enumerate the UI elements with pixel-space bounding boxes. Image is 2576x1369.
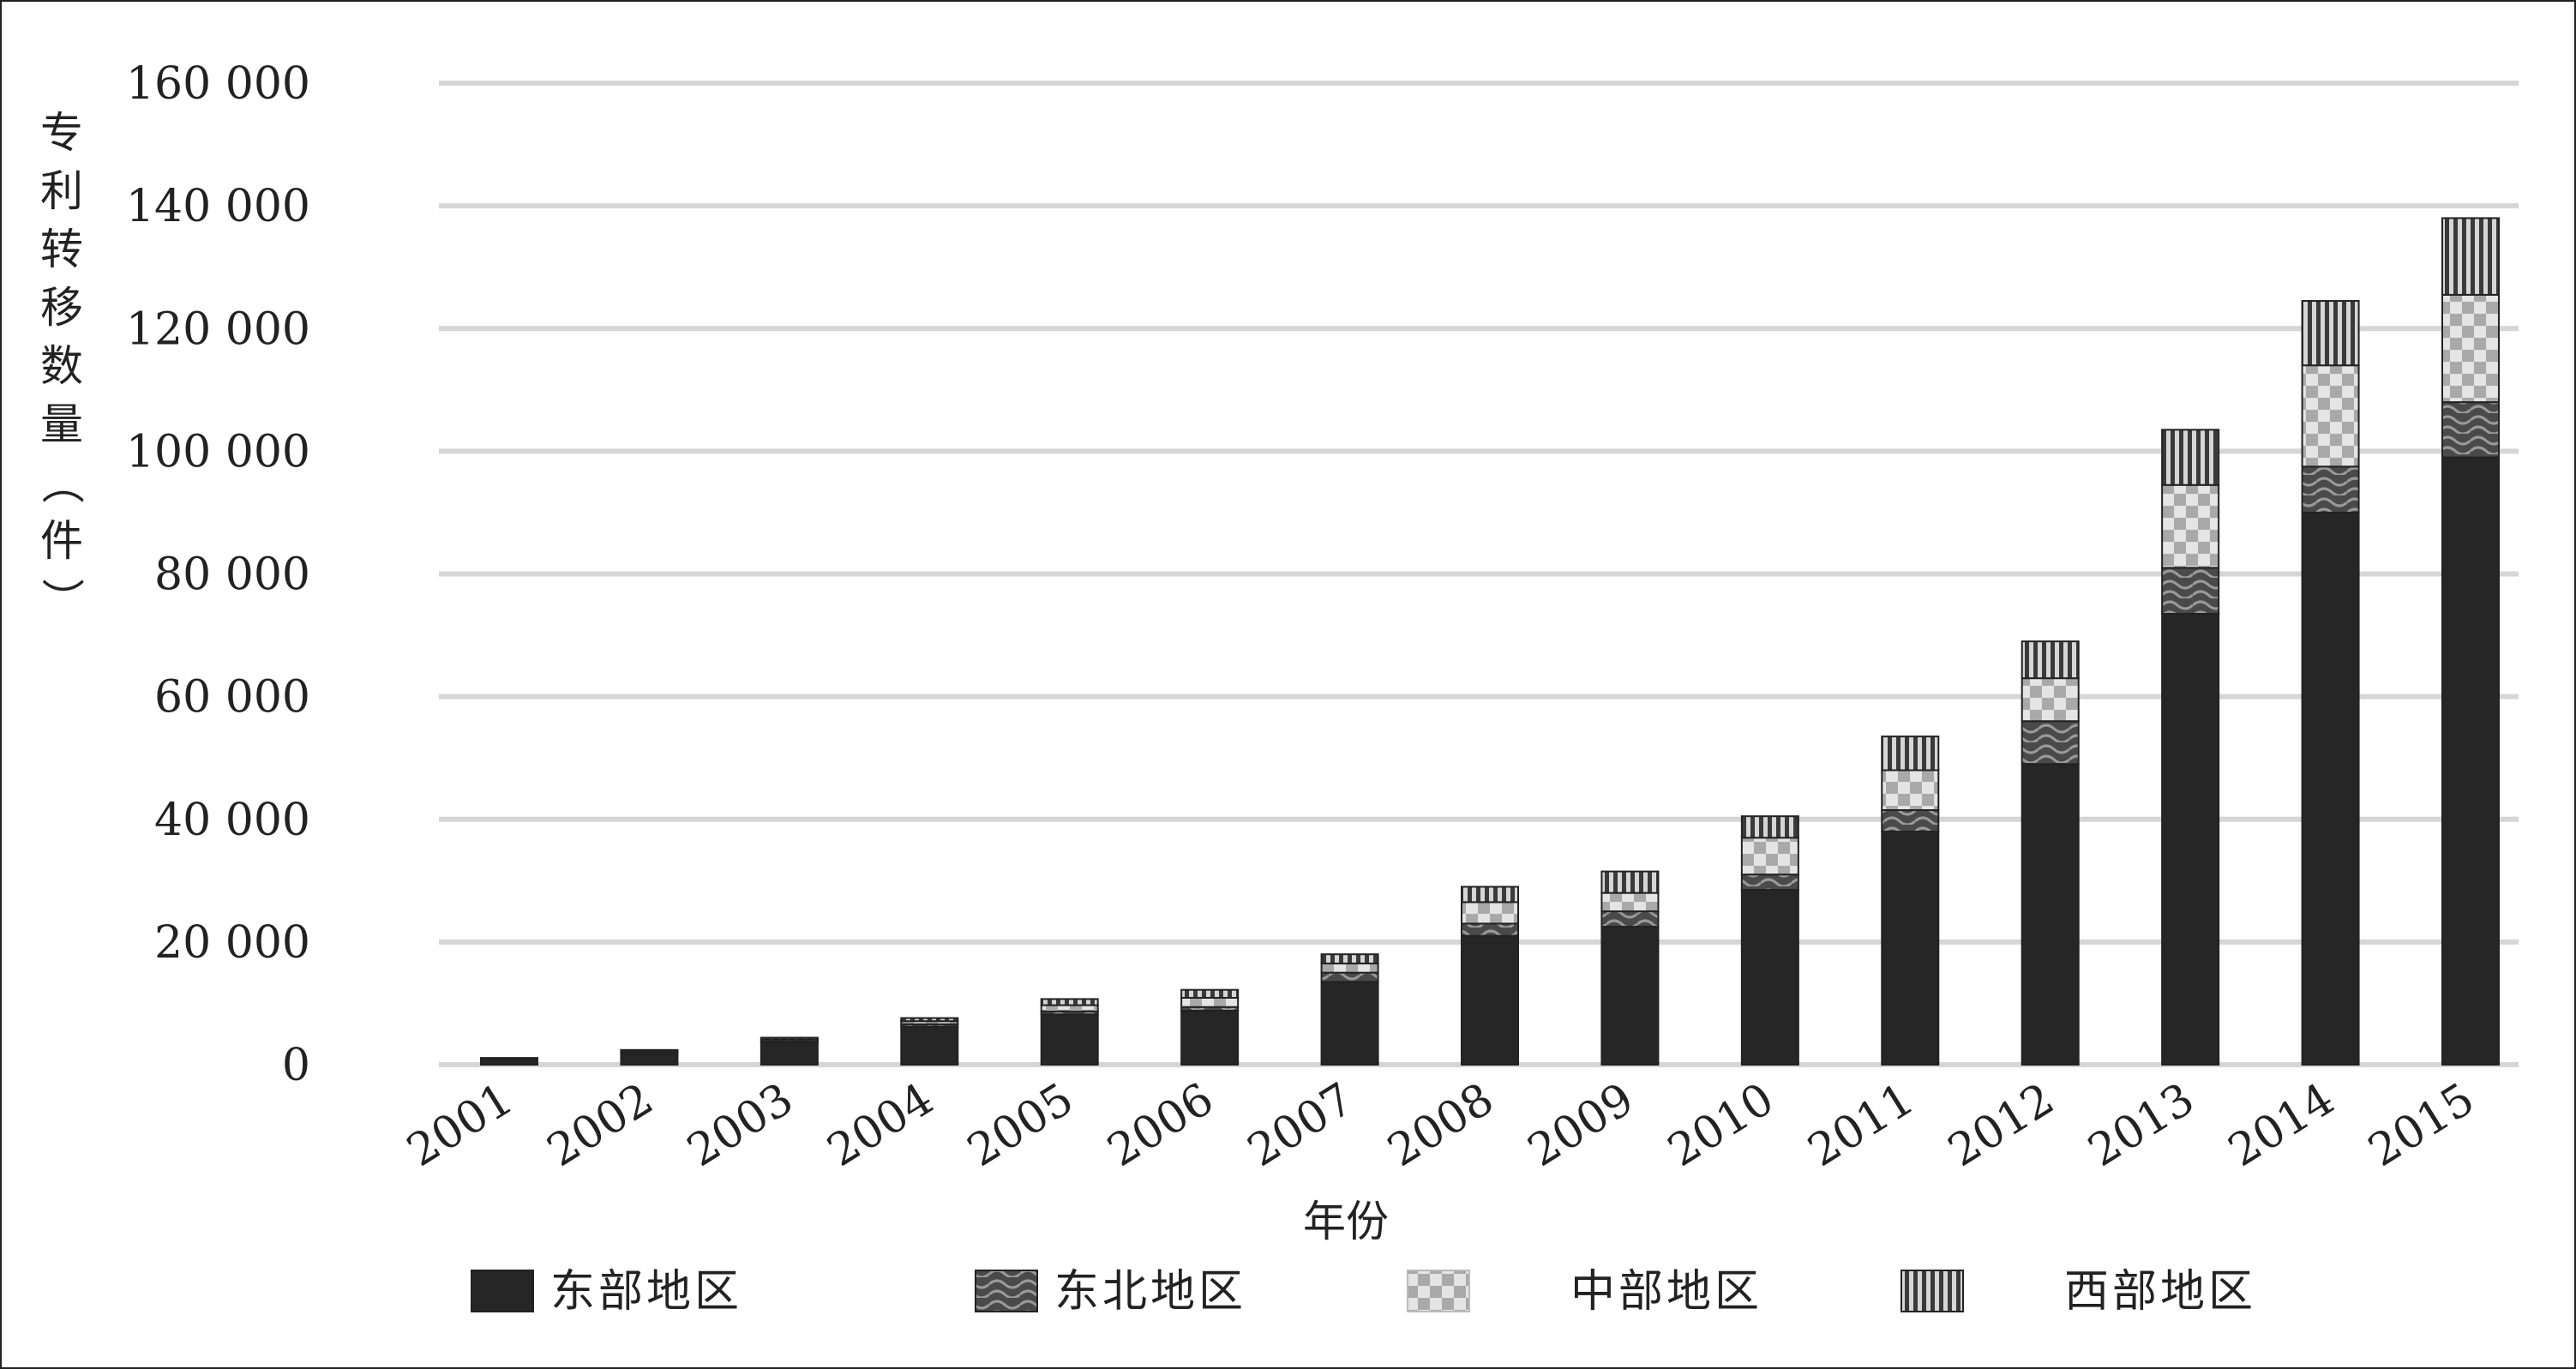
x-axis-label: 年份 bbox=[1303, 1197, 1389, 1246]
bar-segment bbox=[480, 1057, 538, 1060]
bars bbox=[480, 217, 2500, 1066]
legend-label: 东部地区 bbox=[550, 1266, 742, 1318]
bar-segment bbox=[2441, 217, 2500, 296]
legend-swatch bbox=[471, 1270, 534, 1312]
y-axis-label-char: ） bbox=[37, 578, 87, 621]
x-tick-label: 2009 bbox=[1519, 1073, 1642, 1177]
bar-segment bbox=[1180, 988, 1240, 999]
bar-segment bbox=[2161, 613, 2220, 1066]
bar-segment bbox=[1040, 1004, 1099, 1012]
bar-segment bbox=[1320, 953, 1379, 964]
bar-segment bbox=[2021, 720, 2080, 766]
legend-label: 中部地区 bbox=[1570, 1266, 1762, 1318]
x-tick-label: 2013 bbox=[2080, 1073, 2203, 1177]
bar-segment bbox=[2021, 763, 2080, 1066]
bar-segment bbox=[760, 1036, 819, 1041]
y-tick-label: 60 000 bbox=[154, 672, 310, 724]
bar-segment bbox=[1740, 837, 1799, 876]
x-tick-label: 2011 bbox=[1799, 1073, 1923, 1177]
gridlines bbox=[439, 81, 2519, 1067]
legend: 东部地区 东北地区 中部地区 西部地区 bbox=[471, 1266, 2256, 1318]
bar-segment bbox=[1881, 769, 1940, 812]
bar-segment bbox=[900, 1017, 959, 1023]
y-axis-label-char: 利 bbox=[40, 166, 83, 216]
bar-segment bbox=[2441, 293, 2500, 404]
legend-swatch bbox=[975, 1270, 1038, 1312]
y-axis-label-char: 转 bbox=[40, 225, 83, 274]
bar-segment bbox=[620, 1053, 679, 1066]
legend-swatch bbox=[1900, 1270, 1964, 1312]
bar-segment bbox=[1881, 736, 1940, 772]
bar-segment bbox=[1600, 892, 1660, 913]
bar-segment bbox=[1180, 1010, 1240, 1066]
bar-segment bbox=[1461, 922, 1519, 937]
x-tick-label: 2004 bbox=[819, 1073, 942, 1177]
bar-segment bbox=[2161, 483, 2220, 569]
bar-segment bbox=[2021, 677, 2080, 723]
y-tick-label: 120 000 bbox=[126, 303, 310, 355]
y-tick-label: 0 bbox=[282, 1040, 310, 1091]
y-tick-label: 20 000 bbox=[154, 917, 310, 969]
x-tick-label: 2012 bbox=[1940, 1073, 2063, 1177]
bar-segment bbox=[2161, 567, 2220, 615]
y-axis-label-char: 移 bbox=[40, 283, 83, 333]
y-tick-label: 40 000 bbox=[154, 795, 310, 846]
bar-segment bbox=[1740, 874, 1799, 892]
x-tick-label: 2008 bbox=[1379, 1073, 1503, 1177]
bar-segment bbox=[2441, 456, 2500, 1066]
y-tick-label: 140 000 bbox=[126, 181, 310, 232]
bar-segment bbox=[1600, 925, 1660, 1066]
legend-label: 东北地区 bbox=[1054, 1266, 1246, 1318]
x-tick-label: 2003 bbox=[679, 1073, 802, 1177]
bar-segment bbox=[1040, 998, 1099, 1006]
bar-segment bbox=[2161, 429, 2220, 486]
bar-segment bbox=[1461, 901, 1519, 925]
bar-segment bbox=[2301, 465, 2360, 513]
bar-segment bbox=[1461, 886, 1519, 904]
bar-segment bbox=[2301, 511, 2360, 1066]
bar-segment bbox=[1881, 809, 1940, 833]
y-tick-label: 160 000 bbox=[126, 58, 310, 110]
y-axis-label-char: 件 bbox=[40, 516, 83, 566]
bar-segment bbox=[1320, 981, 1379, 1066]
y-axis-label-char: 量 bbox=[40, 399, 83, 449]
bar-segment bbox=[1040, 1013, 1099, 1066]
x-tick-label: 2006 bbox=[1099, 1073, 1222, 1177]
x-tick-label: 2002 bbox=[538, 1073, 662, 1177]
y-axis-label-char: 数 bbox=[40, 341, 83, 391]
bar-segment bbox=[1881, 831, 1940, 1066]
bar-segment bbox=[900, 1025, 959, 1066]
bar-segment bbox=[760, 1042, 819, 1066]
x-tick-label: 2001 bbox=[399, 1073, 522, 1177]
bar-segment bbox=[1461, 934, 1519, 1066]
y-axis-label-char: 专 bbox=[40, 108, 83, 158]
bar-segment bbox=[1600, 910, 1660, 928]
bar-segment bbox=[620, 1048, 679, 1053]
bar-segment bbox=[1320, 971, 1379, 983]
bar-segment bbox=[1180, 996, 1240, 1008]
x-tick-label: 2015 bbox=[2360, 1073, 2483, 1177]
x-tick-label: 2005 bbox=[959, 1073, 1083, 1177]
legend-label: 西部地区 bbox=[2064, 1266, 2256, 1318]
y-tick-label: 80 000 bbox=[154, 549, 310, 601]
bar-segment bbox=[2301, 300, 2360, 367]
x-tick-label: 2010 bbox=[1660, 1073, 1783, 1177]
x-tick-label: 2014 bbox=[2219, 1073, 2343, 1177]
y-axis-ticks: 0 20 000 40 000 60 000 80 000 100 000 120 000 1… bbox=[126, 58, 310, 1091]
y-axis-label-char: （ bbox=[37, 461, 87, 504]
bar-segment bbox=[2021, 640, 2080, 680]
bar-segment bbox=[1740, 889, 1799, 1066]
y-tick-label: 100 000 bbox=[126, 426, 310, 477]
bar-segment bbox=[2301, 364, 2360, 468]
bar-segment bbox=[1740, 815, 1799, 839]
x-axis-ticks: 2001 2002 2003 2004 2005 2006 2007 2008 2009 2010… bbox=[399, 1073, 2483, 1177]
bar-segment bbox=[1320, 962, 1379, 974]
x-tick-label: 2007 bbox=[1239, 1073, 1362, 1177]
legend-swatch bbox=[1407, 1270, 1470, 1312]
bar-segment bbox=[1600, 870, 1660, 894]
bar-segment bbox=[2441, 401, 2500, 459]
